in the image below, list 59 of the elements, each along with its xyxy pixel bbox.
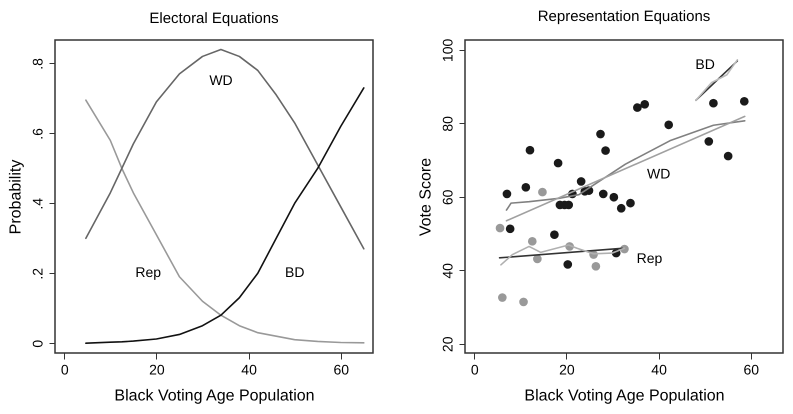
point [640,100,650,109]
point [740,97,749,106]
point [576,177,586,186]
y-tick-label: .2 [30,268,46,280]
x-tick-label: 60 [743,362,760,378]
x-tick-label: 60 [333,362,350,378]
point [502,190,512,198]
point [550,230,559,240]
y-tick-label: .6 [30,128,46,140]
annotation: WD [647,165,670,182]
point [664,120,674,130]
point [724,152,732,160]
point [601,146,610,155]
annotation: BD [285,264,304,280]
y-axis-title: Probability [8,160,24,234]
point [533,254,542,264]
point [626,198,635,208]
x-axis-title: Black Voting Age Population [524,388,725,404]
point [598,190,608,198]
y-tick-label: 0 [30,340,46,348]
annotation: WD [209,72,233,88]
point [554,158,562,168]
y-tick-label: 60 [440,189,456,206]
y-tick-label: 20 [440,336,456,352]
y-axis-title: Vote Score [418,158,434,236]
point [610,192,618,202]
annotation: Rep [135,264,162,280]
line-series [85,48,365,250]
point [704,137,714,146]
point [596,130,605,138]
x-tick-label: 40 [241,362,258,378]
annotation: Rep [636,250,662,266]
x-tick-label: 20 [559,362,575,378]
y-tick-label: .4 [30,198,46,210]
x-tick-label: 0 [470,362,479,378]
point [498,293,507,302]
point [616,204,626,213]
y-tick-label: .8 [30,58,46,70]
point [633,103,642,112]
x-tick-label: 40 [651,362,668,378]
y-tick-label: 100 [440,38,456,62]
point [709,98,718,108]
point [592,262,600,271]
x-tick-label: 20 [149,362,165,378]
y-tick-label: 80 [440,116,456,132]
annotation: BD [695,56,715,72]
point [522,182,530,192]
point [528,237,537,246]
x-axis-title: Black Voting Age Population [114,388,315,404]
point [538,188,547,196]
chart-title: Electoral Equations [149,10,279,27]
point [526,146,534,155]
point [519,298,528,306]
point [506,224,514,234]
chart-title: Representation Equations [538,8,710,26]
x-tick-label: 0 [60,362,69,378]
point [496,224,504,232]
y-tick-label: 40 [440,262,456,279]
point [563,260,572,269]
